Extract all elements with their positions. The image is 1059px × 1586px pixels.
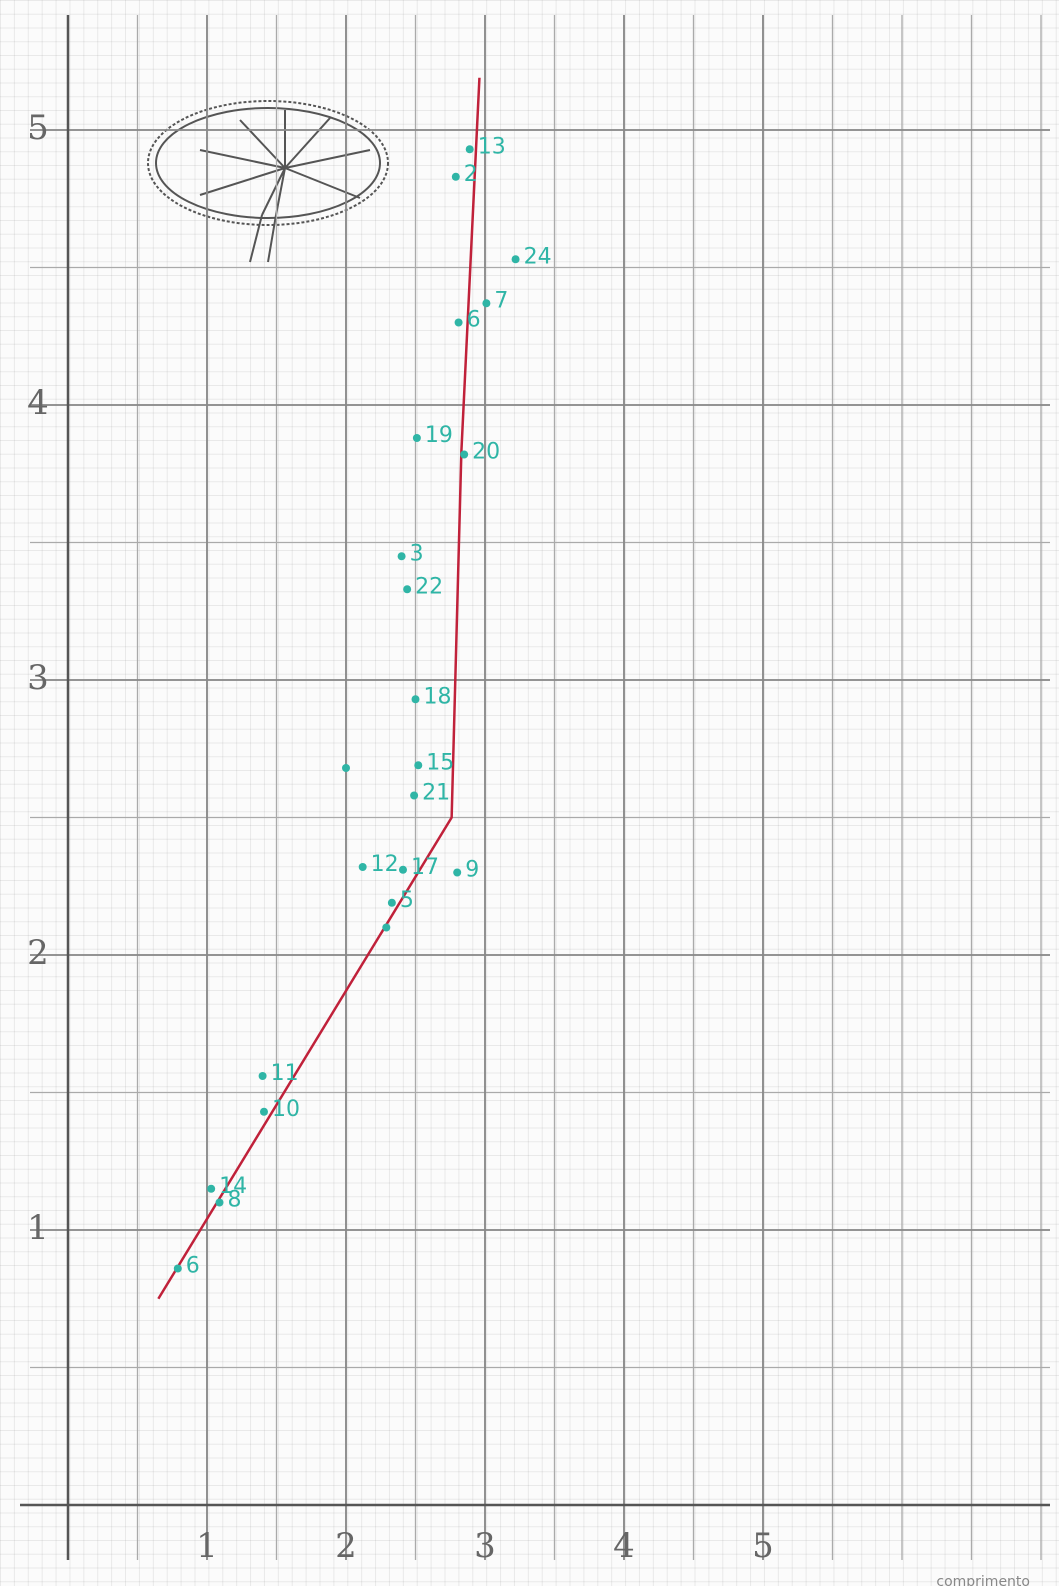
point <box>466 145 474 153</box>
chart: comprimento 1234512345132247619203221815… <box>0 0 1059 1586</box>
point-label: 13 <box>478 134 506 159</box>
point-label: 15 <box>426 750 454 775</box>
point <box>410 792 418 800</box>
point-label: 6 <box>186 1254 200 1279</box>
point-label: 5 <box>400 888 414 913</box>
point <box>388 899 396 907</box>
point <box>413 434 421 442</box>
point <box>452 173 460 181</box>
point <box>398 552 406 560</box>
x-tick-label: 1 <box>196 1526 218 1566</box>
point-label: 20 <box>472 440 500 465</box>
point-label: 8 <box>228 1188 242 1213</box>
point <box>412 695 420 703</box>
point <box>216 1199 224 1207</box>
y-tick-label: 4 <box>27 383 49 423</box>
x-tick-label: 5 <box>752 1526 774 1566</box>
y-tick-label: 3 <box>27 658 49 698</box>
point-label: 9 <box>465 858 479 883</box>
point-label: 21 <box>422 781 450 806</box>
point <box>453 869 461 877</box>
point <box>174 1265 182 1273</box>
point-label: 12 <box>371 852 399 877</box>
point-label: 11 <box>271 1061 299 1086</box>
leaf-drawing <box>148 101 388 262</box>
point-label: 10 <box>272 1097 300 1122</box>
x-axis-label: comprimento <box>936 1574 1030 1586</box>
point-label: 19 <box>425 423 453 448</box>
point <box>260 1108 268 1116</box>
point <box>414 761 422 769</box>
point <box>382 924 390 932</box>
point-label: 18 <box>424 684 452 709</box>
x-tick-label: 3 <box>474 1526 496 1566</box>
x-tick-label: 2 <box>335 1526 357 1566</box>
point <box>359 863 367 871</box>
point-label: 3 <box>410 541 424 566</box>
point <box>512 255 520 263</box>
point <box>207 1185 215 1193</box>
point-label: 7 <box>494 288 508 313</box>
y-tick-label: 2 <box>27 933 49 973</box>
point-label: 22 <box>415 574 443 599</box>
point <box>259 1072 267 1080</box>
page: comprimento 1234512345132247619203221815… <box>0 0 1059 1586</box>
point-label: 17 <box>411 855 439 880</box>
y-tick-label: 5 <box>27 108 49 148</box>
point <box>342 764 350 772</box>
point <box>455 319 463 327</box>
x-tick-label: 4 <box>613 1526 635 1566</box>
point-label: 6 <box>467 308 481 333</box>
y-tick-label: 1 <box>27 1208 49 1248</box>
point <box>482 299 490 307</box>
point <box>460 451 468 459</box>
point-label: 2 <box>464 162 478 187</box>
point <box>399 866 407 874</box>
point <box>403 585 411 593</box>
point-label: 24 <box>524 244 552 269</box>
